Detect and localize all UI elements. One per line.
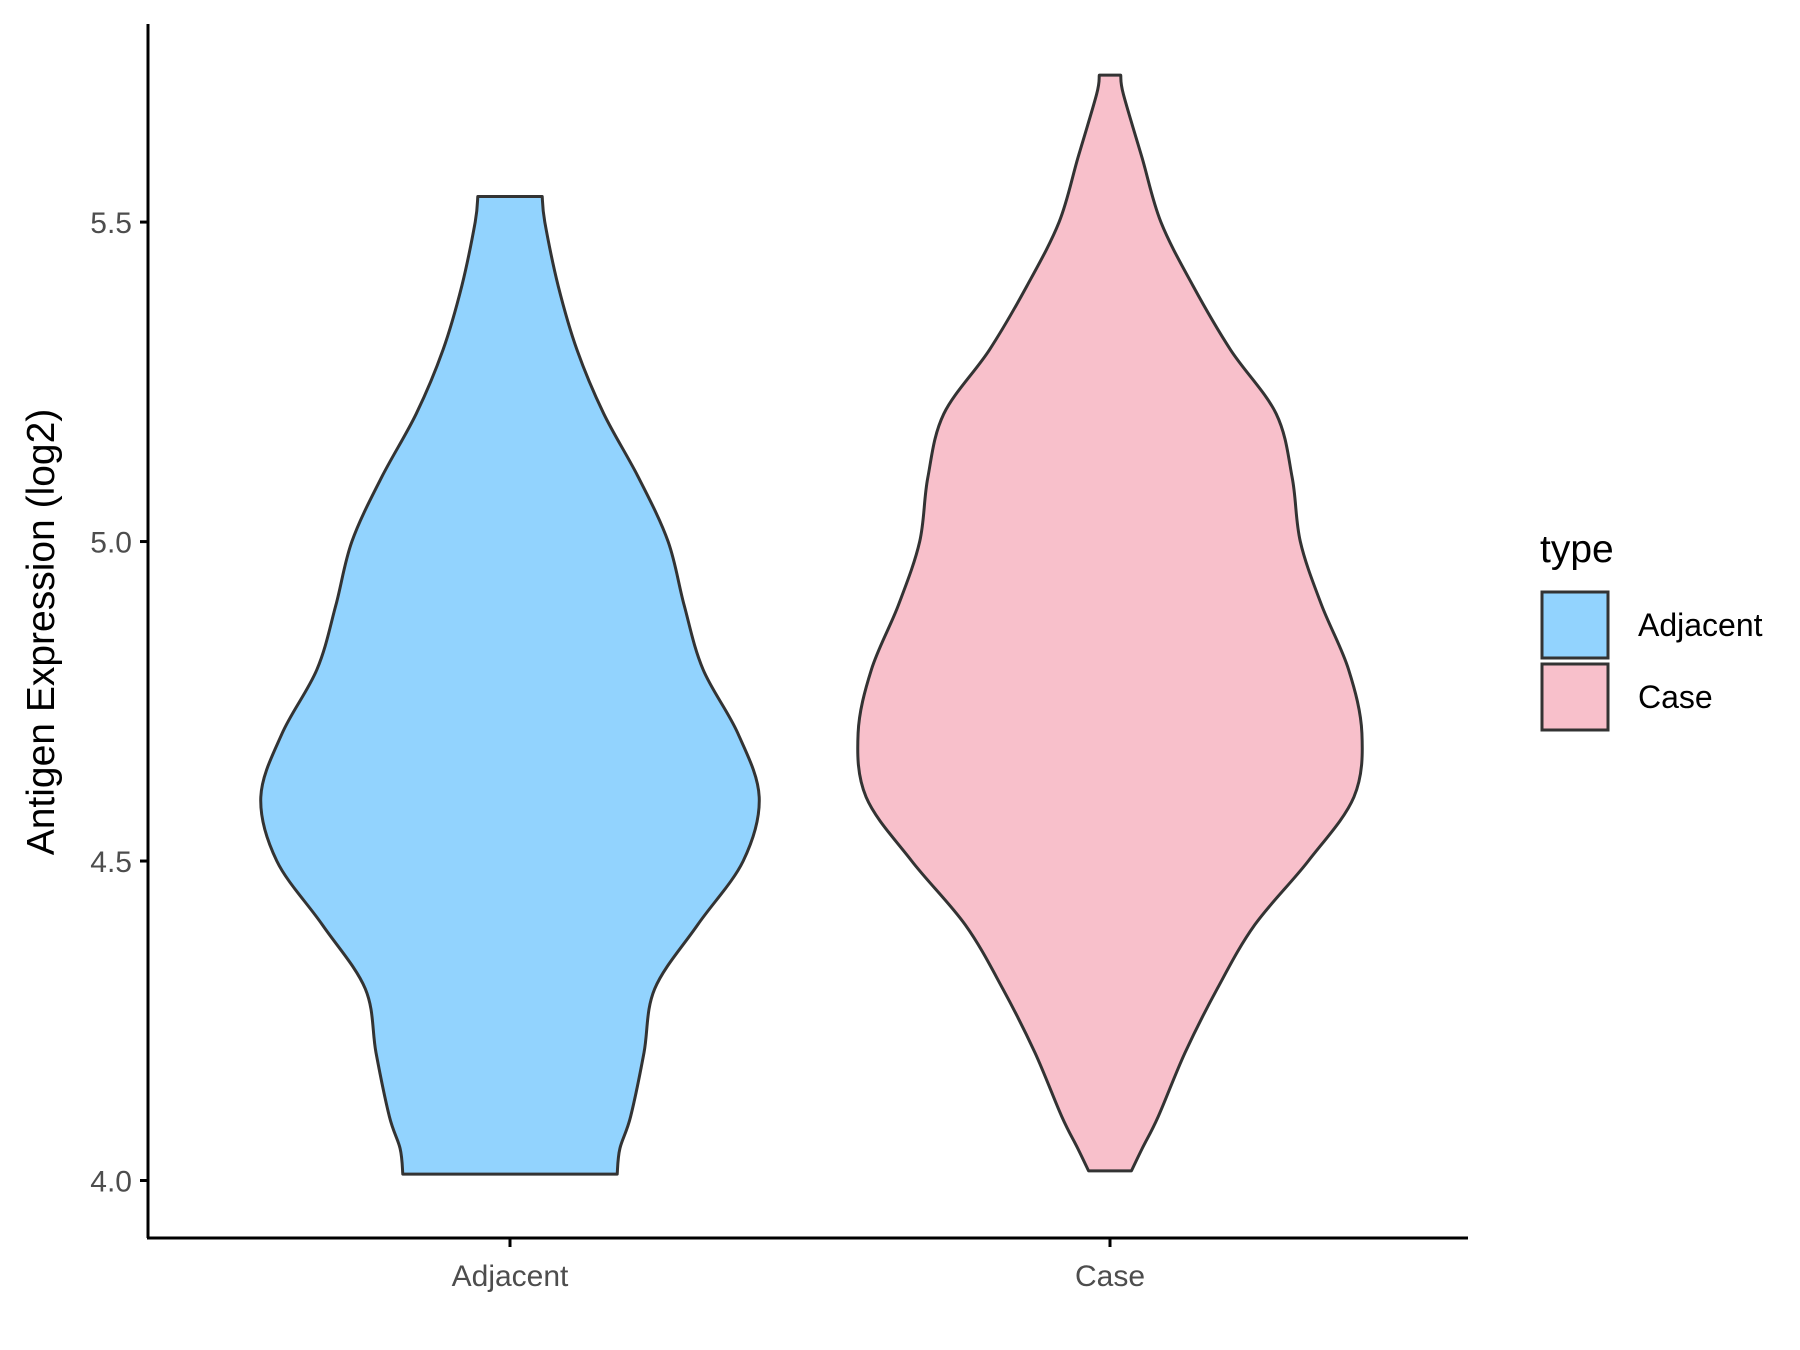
x-ticks: Adjacent Case [452, 1238, 1145, 1293]
legend: type Adjacent Case [1540, 528, 1763, 732]
y-axis-title: Antigen Expression (log2) [20, 409, 63, 856]
y-tick-label: 4.0 [90, 1165, 132, 1198]
violin-adjacent [259, 195, 761, 1176]
y-tick-label: 4.5 [90, 846, 132, 879]
x-tick-label: Adjacent [452, 1260, 569, 1293]
x-tick-label: Case [1075, 1260, 1145, 1293]
legend-swatch-adjacent [1540, 590, 1610, 660]
violin-case [856, 73, 1364, 1173]
y-tick-label: 5.0 [90, 527, 132, 560]
legend-title: type [1540, 528, 1614, 571]
legend-entries: Adjacent Case [1540, 590, 1763, 732]
legend-label-case: Case [1638, 679, 1713, 715]
legend-swatch-case [1540, 662, 1610, 732]
y-tick-label: 5.5 [90, 207, 132, 240]
legend-label-adjacent: Adjacent [1638, 607, 1763, 643]
y-ticks: 4.0 4.5 5.0 5.5 [90, 207, 148, 1198]
violins-layer [259, 73, 1364, 1176]
